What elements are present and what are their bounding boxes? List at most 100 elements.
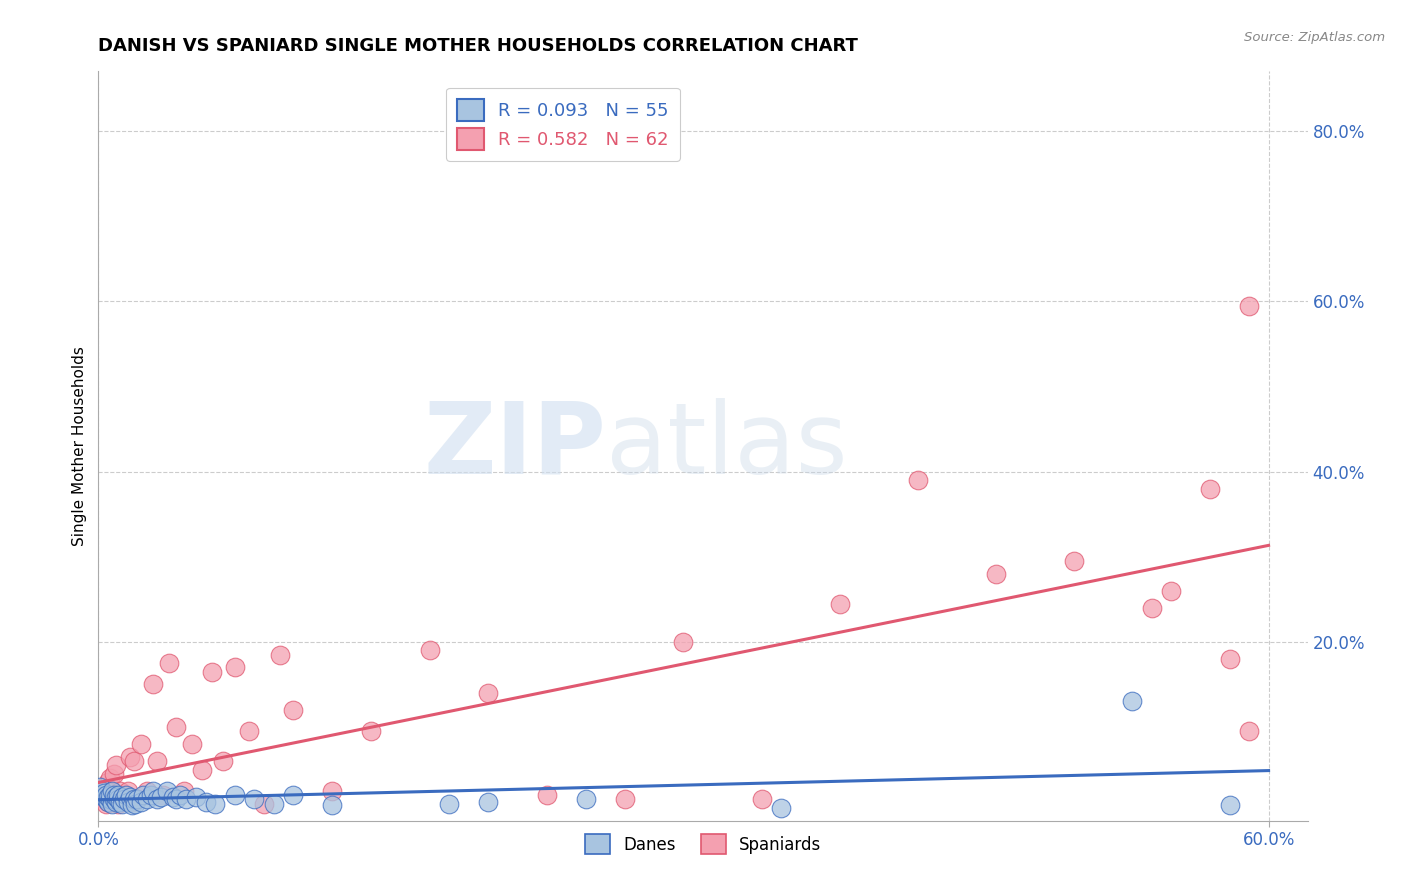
Point (162, 789, 184, 804)
Point (769, 801, 792, 815)
Point (204, 797, 226, 811)
Point (104, 789, 127, 804)
Point (1063, 554, 1085, 568)
Point (173, 784, 195, 798)
Point (118, 789, 141, 804)
Point (98, 771, 121, 785)
Point (108, 784, 131, 798)
Point (117, 784, 139, 798)
Point (117, 795, 139, 809)
Point (243, 792, 266, 806)
Point (224, 660, 246, 674)
Point (131, 795, 153, 809)
Point (97, 789, 120, 804)
Point (91, 788, 114, 802)
Point (114, 788, 136, 802)
Point (152, 788, 174, 802)
Point (174, 792, 197, 806)
Point (104, 795, 127, 809)
Point (224, 788, 246, 802)
Point (984, 566, 1007, 581)
Point (111, 789, 134, 804)
Point (136, 792, 159, 806)
Point (93, 792, 115, 806)
Text: DANISH VS SPANIARD SINGLE MOTHER HOUSEHOLDS CORRELATION CHART: DANISH VS SPANIARD SINGLE MOTHER HOUSEHO… (98, 37, 858, 54)
Point (477, 686, 499, 700)
Point (108, 795, 131, 809)
Point (89, 786, 111, 800)
Point (91, 784, 114, 798)
Point (103, 795, 125, 809)
Point (283, 703, 305, 717)
Point (1121, 694, 1143, 708)
Point (157, 656, 180, 670)
Point (184, 789, 207, 804)
Point (96, 797, 118, 811)
Point (97, 795, 120, 809)
Point (156, 784, 179, 798)
Point (131, 737, 153, 751)
Text: Source: ZipAtlas.com: Source: ZipAtlas.com (1244, 31, 1385, 45)
Point (907, 473, 929, 487)
Point (103, 788, 125, 802)
Point (1237, 724, 1260, 739)
Point (1219, 652, 1241, 666)
Point (321, 784, 343, 798)
Point (122, 754, 145, 768)
Point (419, 643, 441, 657)
Point (118, 749, 141, 764)
Point (575, 792, 598, 806)
Point (121, 798, 143, 813)
Point (139, 788, 162, 802)
Point (439, 797, 461, 811)
Point (146, 792, 169, 806)
Point (124, 797, 146, 811)
Point (111, 789, 134, 804)
Point (181, 737, 204, 751)
Text: ZIP: ZIP (423, 398, 606, 494)
Point (97, 795, 120, 809)
Point (146, 754, 169, 768)
Point (142, 677, 165, 691)
Point (112, 792, 135, 806)
Point (107, 792, 129, 806)
Point (1219, 798, 1241, 813)
Point (672, 635, 695, 649)
Point (101, 789, 124, 804)
Y-axis label: Single Mother Households: Single Mother Households (72, 346, 87, 546)
Point (98, 788, 121, 802)
Point (104, 758, 127, 772)
Point (122, 792, 145, 806)
Point (91, 784, 114, 798)
Point (253, 797, 276, 811)
Point (614, 792, 637, 806)
Point (828, 597, 851, 611)
Point (1199, 482, 1222, 496)
Point (165, 792, 187, 806)
Point (127, 792, 149, 806)
Point (127, 792, 149, 806)
Point (1160, 583, 1182, 598)
Point (93, 786, 115, 800)
Point (107, 797, 129, 811)
Point (142, 784, 165, 798)
Point (191, 763, 214, 777)
Point (477, 795, 499, 809)
Point (360, 724, 382, 739)
Point (104, 788, 127, 802)
Point (1140, 600, 1163, 615)
Point (96, 788, 118, 802)
Point (283, 788, 305, 802)
Point (263, 797, 285, 811)
Point (101, 784, 124, 798)
Point (169, 788, 191, 802)
Point (98, 792, 121, 806)
Point (200, 665, 222, 679)
Point (751, 792, 773, 806)
Point (212, 754, 235, 768)
Point (1237, 298, 1260, 313)
Point (136, 784, 159, 798)
Point (165, 720, 187, 734)
Point (103, 767, 125, 781)
Point (93, 780, 115, 794)
